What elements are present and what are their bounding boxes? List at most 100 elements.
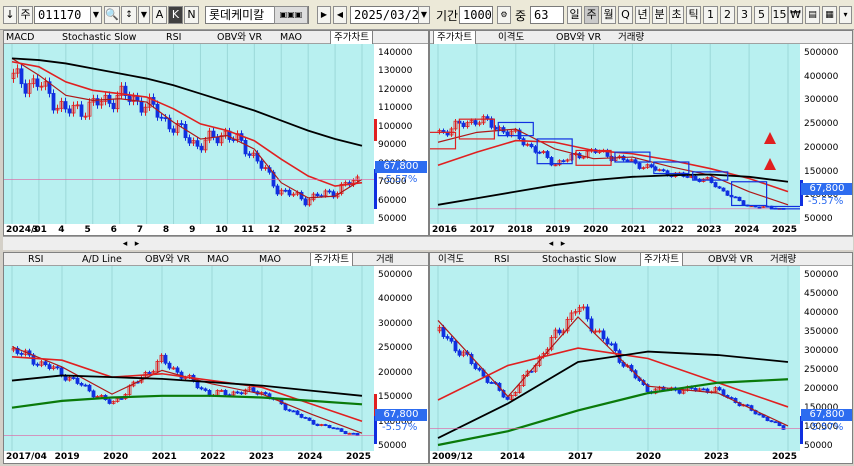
candle-body <box>561 160 566 163</box>
candle-body <box>701 388 706 391</box>
tab-mao-2[interactable]: MAO <box>259 254 282 265</box>
letter-a-button[interactable]: A <box>152 6 167 24</box>
tab-price-chart[interactable]: 주가차트 <box>310 253 353 266</box>
tab-mao[interactable]: MAO <box>280 32 303 43</box>
panel-4-x-axis: 2009/12 2014 2017 2020 2023 2025 <box>430 451 852 463</box>
tab-disparity[interactable]: 이격도 <box>438 254 465 265</box>
tab-rsi[interactable]: RSI <box>494 254 510 265</box>
panel-1-up-indicator <box>374 119 377 141</box>
panel-2-plot[interactable] <box>430 44 800 224</box>
x-tick-label: 2025 <box>772 225 798 235</box>
chart-panel-4: 이격도 RSI Stochastic Slow 주가차트 OBV와 VR 거래량… <box>429 252 853 464</box>
y-tick-label: 350000 <box>804 327 839 337</box>
letter-k-button[interactable]: K <box>168 6 183 24</box>
panel-2-chart-svg <box>430 44 800 224</box>
tab-volume[interactable]: 거래량 <box>770 254 797 265</box>
tab-mao[interactable]: MAO <box>207 254 230 265</box>
scroll-left-icon[interactable]: ◂ <box>122 239 128 249</box>
timeframe-button-10[interactable]: 3 <box>737 6 752 24</box>
timeframe-button-7[interactable]: 틱 <box>686 6 701 24</box>
panel-1-x-axis: 2024/01 3 4 5 6 7 8 9 10 11 12 2025 2 3 <box>4 224 428 235</box>
list-icon[interactable]: ↕ <box>121 6 137 24</box>
tab-stochastic-slow[interactable]: Stochastic Slow <box>62 32 137 43</box>
currency-button[interactable]: ₩ <box>788 6 803 24</box>
period-input[interactable]: 1000 <box>459 6 493 24</box>
toolbar-arrow-button[interactable]: ↓ <box>3 6 17 24</box>
play-right-icon[interactable]: ▶ <box>317 6 331 24</box>
tab-disparity[interactable]: 이격도 <box>498 32 525 43</box>
candle-body <box>251 152 256 156</box>
tab-rsi[interactable]: RSI <box>28 254 44 265</box>
list-dropdown-icon[interactable]: ▼ <box>138 6 150 24</box>
tab-obv-vr[interactable]: OBV와 VR <box>145 254 191 265</box>
candle-body <box>75 377 80 384</box>
y-tick-label: 50000 <box>804 441 833 451</box>
candle-body <box>569 312 574 320</box>
tab-obv-vr[interactable]: OBV와 VR <box>217 32 263 43</box>
candle-body <box>167 362 172 369</box>
date-dropdown-icon[interactable]: ▼ <box>418 6 430 24</box>
weight-input[interactable]: 63 <box>530 6 564 24</box>
print-icon[interactable]: ▤ <box>805 6 820 24</box>
name-tools-icon[interactable]: ▣▣▣ <box>274 6 308 24</box>
timeframe-button-2[interactable]: 월 <box>601 6 616 24</box>
tab-price-chart[interactable]: 주가차트 <box>640 253 683 266</box>
letter-n-button[interactable]: N <box>184 6 199 24</box>
candle-body <box>713 387 718 393</box>
more-icon[interactable]: ▾ <box>839 6 852 24</box>
candle-body <box>645 164 650 169</box>
timeframe-button-12[interactable]: 15 <box>771 6 788 24</box>
candle-body <box>553 164 558 167</box>
panel-2-scrollbar[interactable]: ◂ ▸ <box>429 236 853 250</box>
tab-price-chart[interactable]: 주가차트 <box>433 31 476 44</box>
timeframe-button-3[interactable]: Q <box>618 6 633 24</box>
panel-1-plot[interactable] <box>4 44 374 224</box>
magnifier-icon[interactable]: 🔍 <box>104 6 120 24</box>
tab-ad-line[interactable]: A/D Line <box>82 254 122 265</box>
ju-button[interactable]: 주 <box>18 6 33 24</box>
panel-3-plot[interactable] <box>4 266 374 451</box>
timeframe-button-11[interactable]: 5 <box>754 6 769 24</box>
candle-body <box>533 146 538 153</box>
y-tick-label: 400000 <box>804 308 839 318</box>
timeframe-button-4[interactable]: 년 <box>635 6 650 24</box>
candle-body <box>645 384 650 392</box>
save-icon[interactable]: ▦ <box>822 6 837 24</box>
play-left-icon[interactable]: ◀ <box>333 6 347 24</box>
timeframe-button-0[interactable]: 일 <box>567 6 582 24</box>
panel-1-scrollbar[interactable]: ◂ ▸ <box>3 236 429 250</box>
tab-volume[interactable]: 거래량 <box>618 32 645 43</box>
timeframe-button-5[interactable]: 분 <box>652 6 667 24</box>
tab-stochastic-slow[interactable]: Stochastic Slow <box>542 254 617 265</box>
y-tick-label: 120000 <box>378 84 413 95</box>
timeframe-button-6[interactable]: 초 <box>669 6 684 24</box>
candle-body <box>275 185 280 195</box>
tab-obv-vr[interactable]: OBV와 VR <box>556 32 602 43</box>
panel-1-price-label: 67,800 <box>375 161 427 173</box>
x-tick-label: 2017 <box>568 452 594 462</box>
timeframe-button-9[interactable]: 2 <box>720 6 735 24</box>
scroll-right-icon[interactable]: ▸ <box>560 239 566 249</box>
tab-price-chart[interactable]: 주가차트 <box>330 31 373 44</box>
candle-body <box>247 153 252 156</box>
chart-panel-1: MACD Stochastic Slow RSI OBV와 VR MAO 주가차… <box>3 30 429 236</box>
timeframe-button-8[interactable]: 1 <box>703 6 718 24</box>
tab-volume[interactable]: 거래 <box>376 254 394 265</box>
panel-1-down-indicator <box>374 169 377 209</box>
code-dropdown-icon[interactable]: ▼ <box>90 6 102 24</box>
tab-obv-vr[interactable]: OBV와 VR <box>708 254 754 265</box>
scroll-right-icon[interactable]: ▸ <box>134 239 140 249</box>
candle-body <box>733 196 738 199</box>
timeframe-button-1[interactable]: 주 <box>584 6 599 24</box>
candle-body <box>335 427 340 430</box>
scroll-left-icon[interactable]: ◂ <box>548 239 554 249</box>
candle-body <box>513 391 518 396</box>
date-input[interactable]: 2025/03/28 <box>350 6 426 24</box>
tab-rsi[interactable]: RSI <box>166 32 182 43</box>
panel-4-plot[interactable] <box>430 266 800 451</box>
x-tick-label: 2017 <box>469 225 495 235</box>
moving-average-line <box>437 139 789 193</box>
tab-macd[interactable]: MACD <box>6 32 35 43</box>
settings-icon[interactable]: ⚙ <box>497 6 511 24</box>
stock-code-input[interactable]: 011170 <box>34 6 94 24</box>
